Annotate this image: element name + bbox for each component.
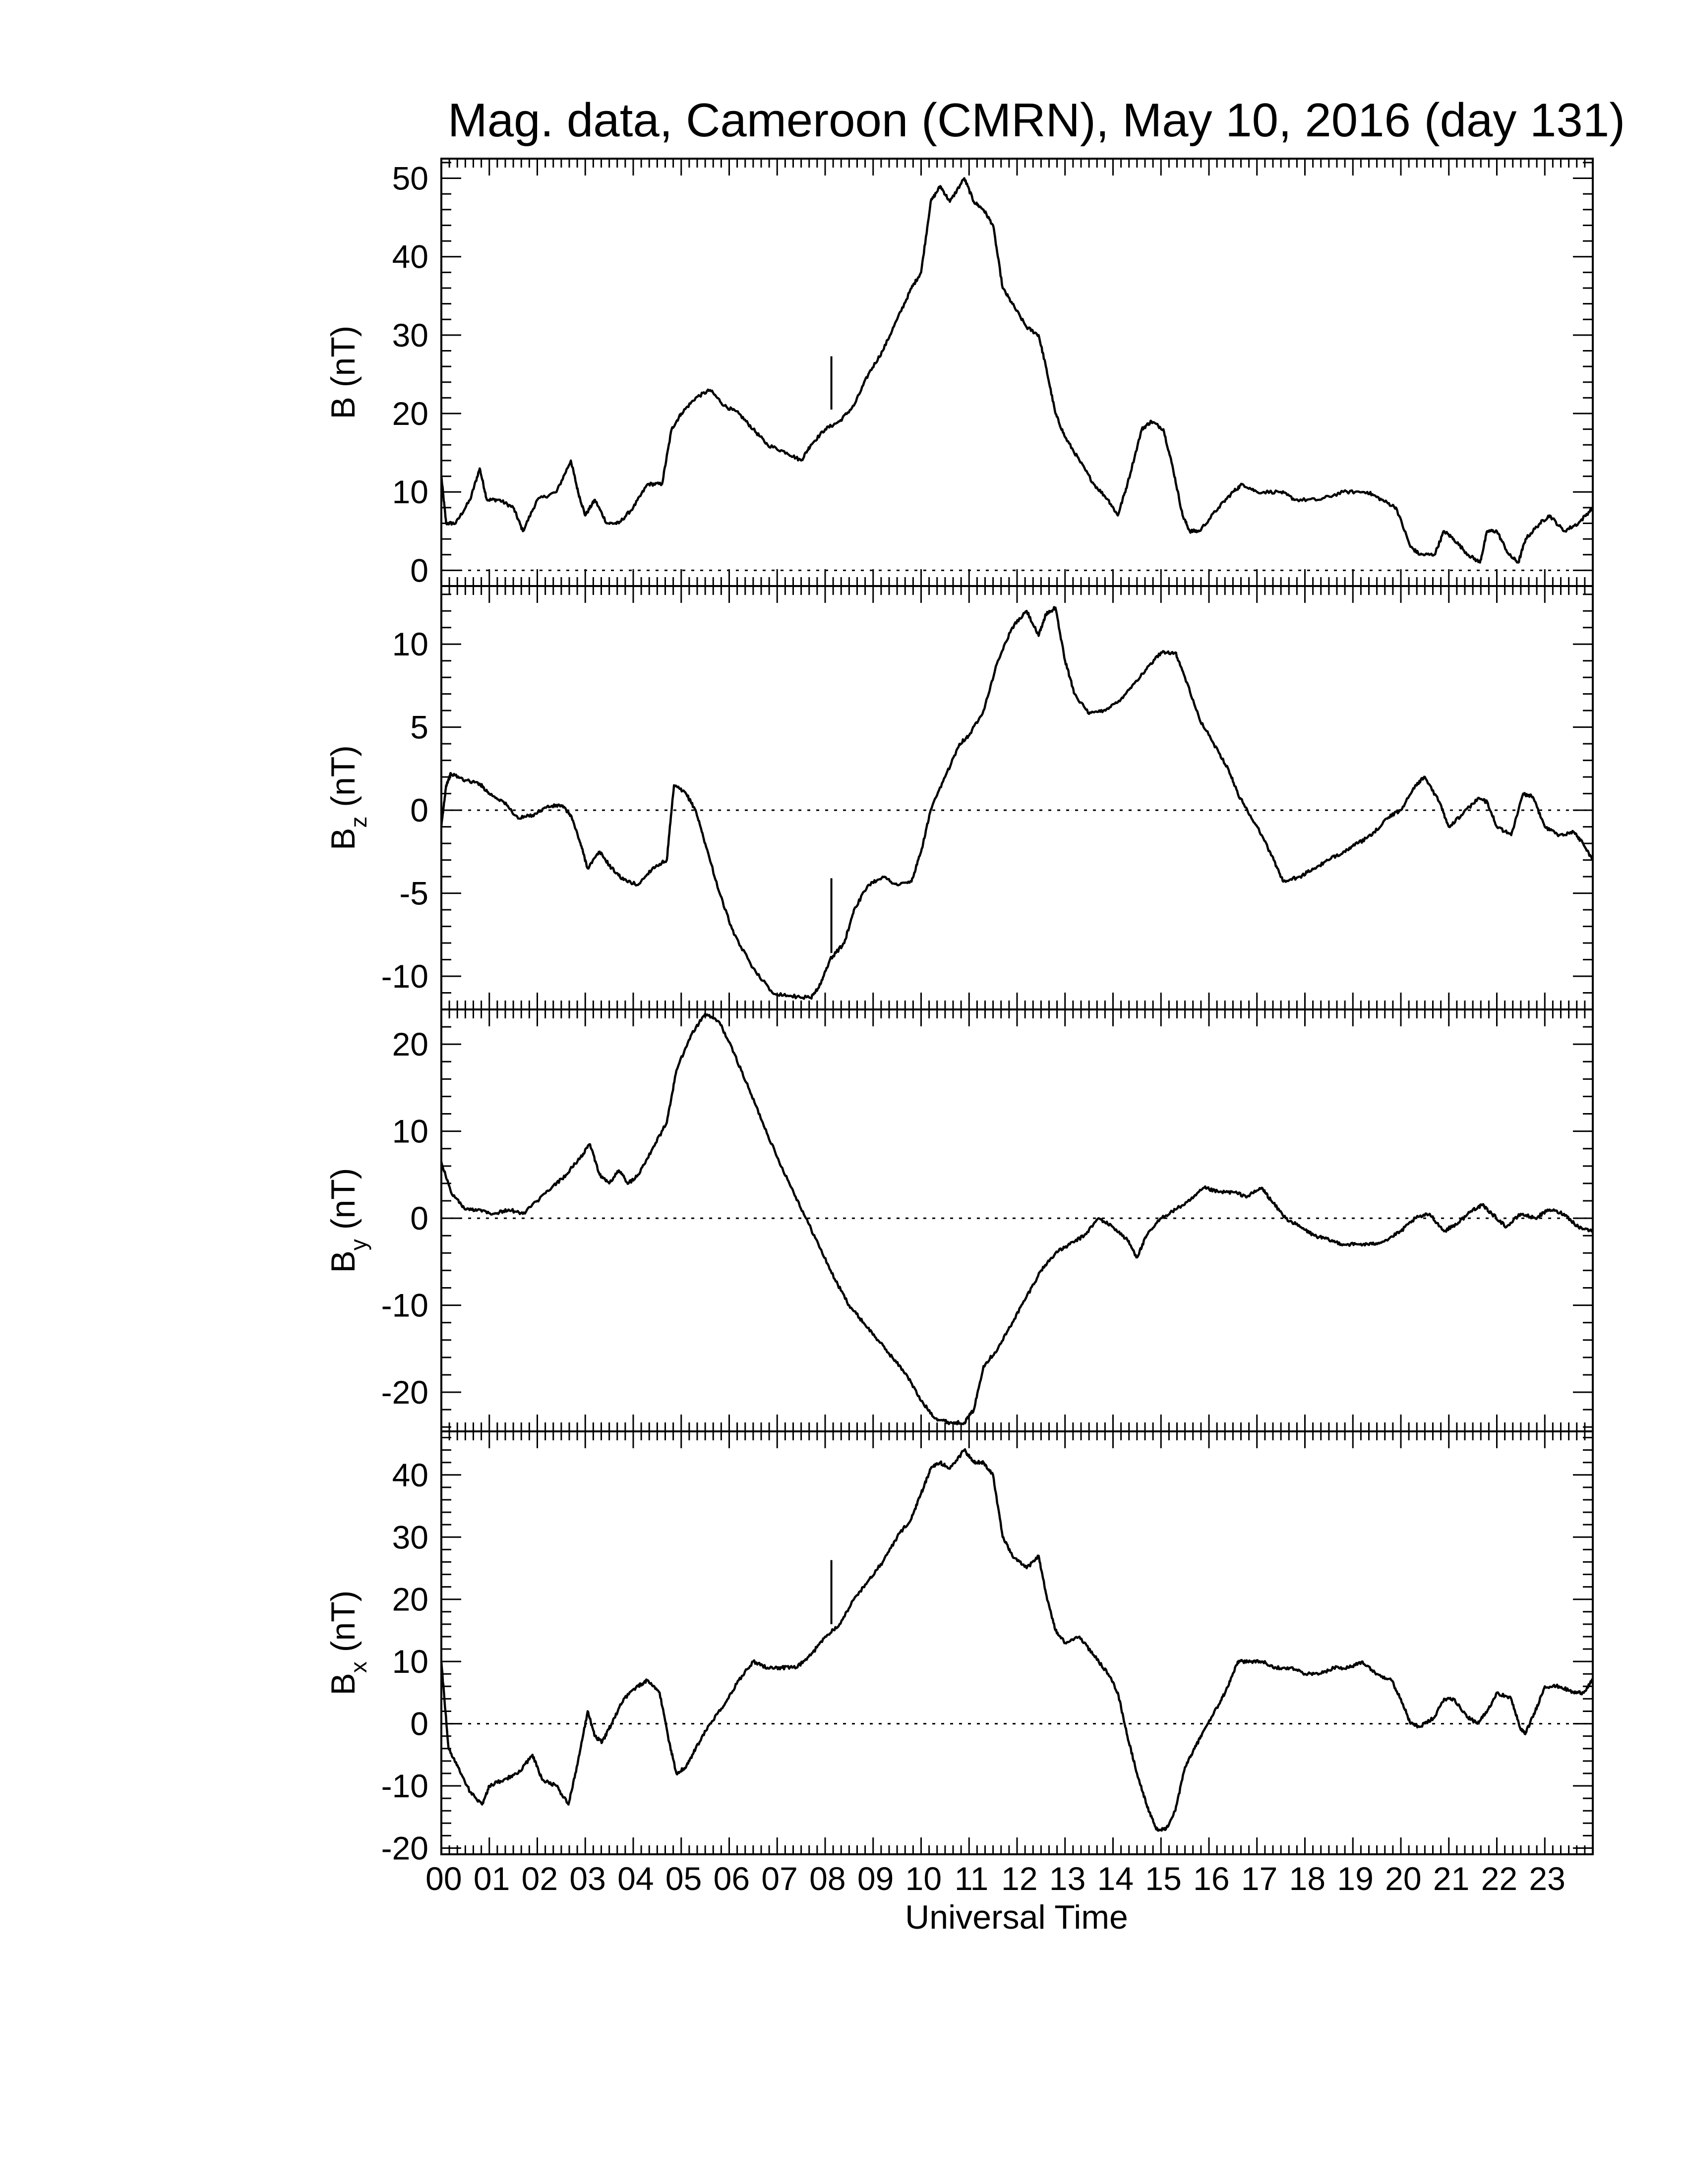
y-tick-label: -10 [381, 958, 428, 995]
x-tick-label: 10 [905, 1860, 942, 1897]
y-tick-label: 10 [392, 1643, 428, 1680]
y-tick-label: 20 [392, 395, 428, 432]
y-tick-label: 5 [410, 709, 428, 746]
y-tick-label: 0 [410, 1706, 428, 1742]
x-tick-label: 19 [1337, 1860, 1373, 1897]
y-tick-label: 10 [392, 473, 428, 510]
x-tick-label: 06 [714, 1860, 750, 1897]
y-tick-label: -10 [381, 1768, 428, 1804]
y-tick-label: 0 [410, 792, 428, 828]
x-tick-label: 01 [474, 1860, 510, 1897]
x-tick-label: 11 [955, 1860, 989, 1897]
series-b-line [440, 177, 1594, 564]
x-tick-label: 17 [1241, 1860, 1277, 1897]
y-axis-label: Bz (nT) [324, 745, 371, 850]
x-tick-label: 20 [1385, 1860, 1421, 1897]
panel-frame [440, 158, 1594, 587]
x-tick-label: 08 [809, 1860, 845, 1897]
x-tick-label: 13 [1049, 1860, 1085, 1897]
x-tick-label: 07 [761, 1860, 797, 1897]
y-tick-label: 50 [392, 160, 428, 197]
x-tick-label: 00 [425, 1860, 462, 1897]
y-tick-label: 10 [392, 626, 428, 662]
x-tick-label: 15 [1145, 1860, 1181, 1897]
series-by-line [440, 1012, 1593, 1426]
x-tick-label: 02 [522, 1860, 558, 1897]
x-tick-label: 03 [569, 1860, 605, 1897]
y-tick-label: -10 [381, 1287, 428, 1324]
x-tick-labels: 00 01 02 03 04 05 06 07 08 09 10 11 12 13 14 15 16 17 18 19… [425, 1860, 1566, 1897]
x-tick-label: 09 [857, 1860, 894, 1897]
y-tick-label: 20 [392, 1581, 428, 1618]
y-tick-label: 30 [392, 1519, 428, 1555]
x-tick-label: 21 [1433, 1860, 1469, 1897]
x-tick-label: 16 [1193, 1860, 1229, 1897]
y-tick-label: -20 [381, 1830, 428, 1866]
panel-frame [440, 585, 1594, 1010]
x-axis-label: Universal Time [905, 1898, 1128, 1936]
x-tick-label: 04 [617, 1860, 654, 1897]
y-tick-label: 40 [392, 1457, 428, 1493]
panel-frame [440, 1430, 1594, 1855]
y-tick-label: 40 [392, 238, 428, 275]
series-bz-line [440, 606, 1594, 1000]
y-axis-label: By (nT) [324, 1168, 371, 1273]
series-bx-line [440, 1448, 1594, 1832]
y-tick-label: -20 [381, 1374, 428, 1411]
x-tick-label: 22 [1481, 1860, 1517, 1897]
x-tick-label: 18 [1289, 1860, 1325, 1897]
panel-bz: -10 -5 0 5 10 Bz (nT) [324, 585, 1594, 1010]
panel-by: -20 -10 0 10 20 By (nT) [324, 1008, 1594, 1432]
y-tick-label: 0 [410, 552, 428, 589]
y-axis-label: B (nT) [324, 326, 362, 419]
y-tick-label: 0 [410, 1200, 428, 1237]
x-tick-label: 23 [1529, 1860, 1565, 1897]
y-tick-label: 20 [392, 1026, 428, 1062]
y-tick-label: 10 [392, 1113, 428, 1150]
chart-title: Mag. data, Cameroon (CMRN), May 10, 2016… [448, 94, 1625, 147]
y-axis-label: Bx (nT) [324, 1591, 371, 1696]
panel-bx: -20 -10 0 10 20 30 40 Bx (nT) [324, 1430, 1594, 1866]
x-tick-label: 14 [1097, 1860, 1134, 1897]
y-tick-label: 30 [392, 317, 428, 354]
x-tick-label: 12 [1001, 1860, 1037, 1897]
x-tick-label: 05 [665, 1860, 702, 1897]
panel-frame [440, 1008, 1594, 1432]
y-tick-label: -5 [399, 875, 428, 912]
panel-b: 0 10 20 30 40 50 B (nT) [324, 158, 1594, 589]
